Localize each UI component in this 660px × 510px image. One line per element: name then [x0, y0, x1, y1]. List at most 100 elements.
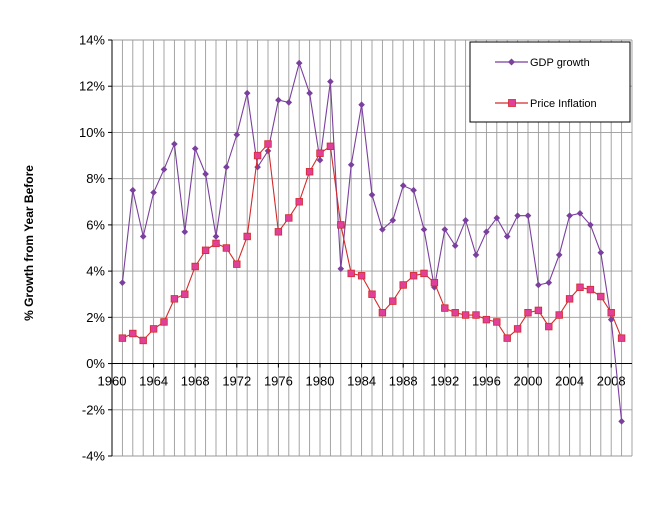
data-point-gdp-growth [139, 233, 147, 240]
data-point-price-inflation [513, 325, 522, 333]
data-point-price-inflation [472, 311, 480, 319]
legend-marker-price-inflation [508, 99, 516, 107]
data-point-price-inflation [451, 309, 459, 317]
legend-marker-gdp-growth [508, 58, 515, 66]
data-point-price-inflation [586, 285, 595, 294]
data-point-price-inflation [461, 311, 470, 319]
data-point-gdp-growth [316, 156, 324, 164]
x-tick-label: 1964 [139, 374, 168, 389]
data-point-gdp-growth [545, 279, 553, 286]
data-point-gdp-growth [306, 89, 313, 97]
data-point-price-inflation [118, 334, 127, 342]
data-point-gdp-growth [410, 186, 417, 194]
y-tick-label: 14% [79, 33, 105, 48]
data-point-price-inflation [482, 315, 491, 324]
data-point-gdp-growth [327, 78, 334, 85]
x-tick-label: 1980 [306, 374, 335, 389]
data-point-price-inflation [399, 281, 407, 289]
y-tick-label: -2% [82, 402, 106, 417]
data-point-gdp-growth [399, 182, 407, 189]
data-point-gdp-growth [524, 212, 532, 219]
data-point-gdp-growth [514, 212, 521, 219]
data-point-gdp-growth [420, 226, 428, 233]
data-point-gdp-growth [389, 216, 397, 224]
data-point-gdp-growth [264, 147, 272, 155]
data-point-gdp-growth [181, 228, 189, 236]
data-point-gdp-growth [358, 101, 365, 109]
data-point-gdp-growth [171, 140, 178, 148]
legend-label-gdp-growth: GDP growth [530, 57, 590, 69]
data-point-price-inflation [493, 318, 501, 326]
data-point-gdp-growth [555, 251, 563, 259]
data-point-gdp-growth [462, 216, 469, 224]
data-point-price-inflation [347, 269, 355, 278]
data-point-gdp-growth [347, 161, 355, 169]
data-point-price-inflation [617, 334, 626, 342]
data-point-gdp-growth [295, 59, 303, 67]
data-point-price-inflation [129, 329, 137, 338]
x-tick-label: 1960 [98, 374, 127, 389]
data-point-price-inflation [503, 334, 511, 342]
data-point-gdp-growth [337, 265, 345, 273]
data-point-gdp-growth [451, 242, 459, 249]
x-tick-label: 1996 [472, 374, 501, 389]
data-point-gdp-growth [597, 249, 605, 256]
x-tick-label: 1992 [430, 374, 459, 389]
y-tick-labels: -4% -2% 0% 2% 4% 6% 8% 10% 12% 14% [79, 33, 105, 464]
grid [112, 39, 633, 457]
data-point-gdp-growth [275, 96, 282, 104]
data-point-price-inflation [295, 198, 303, 206]
data-point-price-inflation [212, 239, 220, 248]
data-point-price-inflation [337, 221, 345, 229]
data-point-price-inflation [222, 244, 231, 252]
data-point-gdp-growth [379, 226, 386, 233]
data-point-gdp-growth [441, 226, 449, 233]
data-point-price-inflation [305, 168, 314, 176]
x-tick-label: 1984 [347, 374, 376, 389]
data-point-price-inflation [149, 325, 158, 333]
y-tick-label: 8% [86, 171, 105, 186]
x-tick-label: 2004 [555, 374, 584, 389]
data-point-gdp-growth [472, 251, 480, 259]
data-point-gdp-growth [233, 131, 241, 139]
x-tick-labels: 1960 1964 1968 1972 1976 1980 1984 1988 1992 1996… [98, 374, 626, 389]
data-point-gdp-growth [243, 89, 251, 97]
x-tick-label: 1988 [389, 374, 418, 389]
data-point-gdp-growth [285, 99, 293, 106]
data-point-gdp-growth [223, 163, 230, 171]
data-point-gdp-growth [119, 279, 126, 286]
data-point-gdp-growth [587, 221, 594, 229]
data-point-price-inflation [201, 246, 210, 255]
data-point-price-inflation [597, 292, 605, 301]
data-point-price-inflation [565, 295, 574, 303]
data-point-price-inflation [545, 322, 553, 331]
data-point-price-inflation [285, 214, 293, 222]
axes [108, 39, 632, 457]
data-point-price-inflation [524, 309, 532, 317]
data-point-price-inflation [357, 272, 366, 280]
y-tick-label: 4% [86, 264, 105, 279]
data-point-gdp-growth [566, 212, 573, 219]
data-point-gdp-growth [576, 210, 584, 217]
data-point-price-inflation [160, 318, 168, 326]
data-point-price-inflation [316, 149, 324, 157]
x-tick-label: 2008 [597, 374, 626, 389]
y-axis-label: % Growth from Year Before [22, 165, 36, 321]
data-point-gdp-growth [535, 281, 542, 289]
y-tick-label: 10% [79, 125, 105, 140]
data-point-price-inflation [576, 283, 584, 291]
data-point-gdp-growth [150, 189, 157, 196]
y-tick-label: -4% [82, 449, 106, 464]
x-tick-label: 1976 [264, 374, 293, 389]
x-tick-label: 1972 [222, 374, 251, 389]
data-point-price-inflation [378, 309, 387, 317]
data-point-gdp-growth [503, 233, 511, 240]
data-point-price-inflation [607, 309, 615, 317]
y-tick-label: 2% [86, 310, 105, 325]
x-tick-label: 2000 [514, 374, 543, 389]
data-point-price-inflation [191, 262, 199, 271]
data-point-price-inflation [253, 151, 262, 160]
data-point-gdp-growth [160, 166, 168, 173]
data-point-price-inflation [430, 278, 439, 287]
